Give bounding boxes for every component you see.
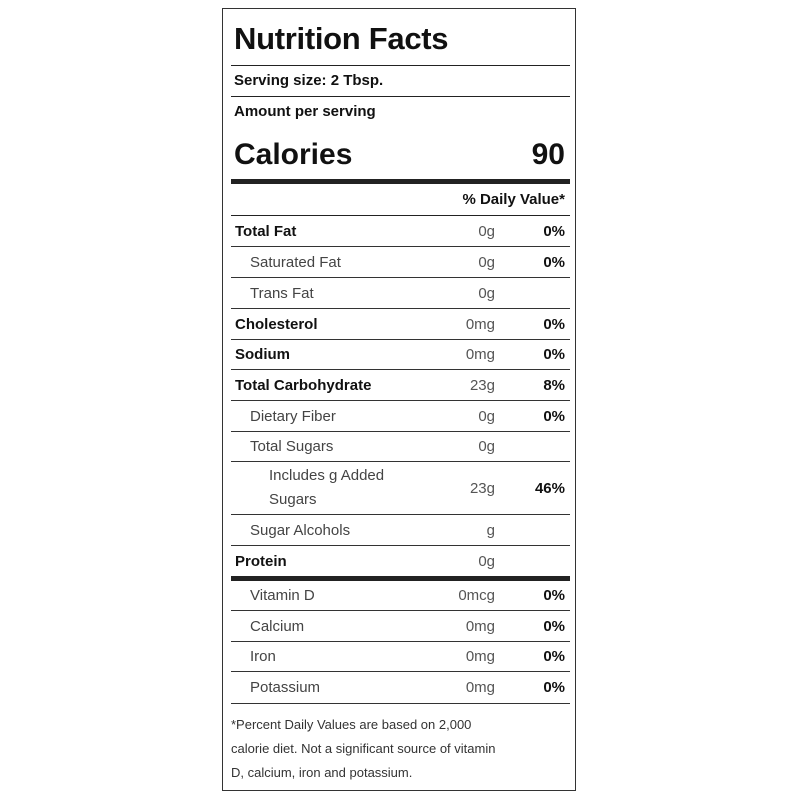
amount: 0g xyxy=(478,284,495,302)
amount: 0mg xyxy=(465,679,495,696)
amount: 0g xyxy=(478,438,495,455)
vitamin-row: Potassium 0mg 0% xyxy=(231,672,570,704)
divider xyxy=(231,215,570,216)
nutrient-row: Protein 0g xyxy=(231,546,570,581)
amount: 23g xyxy=(469,479,495,497)
amount: g xyxy=(486,521,495,539)
vitamin-name: Vitamin D xyxy=(250,587,315,604)
nutrient-name: Total Sugars xyxy=(250,438,334,455)
amount: 0mg xyxy=(465,617,495,635)
nutrient-row: Includes g Added Sugars 23g 46% xyxy=(231,462,570,515)
daily-value: 0% xyxy=(543,617,565,635)
daily-value: 0% xyxy=(543,253,565,271)
vitamin-name: Iron xyxy=(250,648,276,665)
amount: 0g xyxy=(478,552,495,570)
daily-value: 46% xyxy=(534,479,565,497)
daily-value-header: % Daily Value* xyxy=(462,191,565,208)
nutrient-name: Saturated Fat xyxy=(250,253,341,271)
nutrient-row: Sugar Alcohols g xyxy=(231,515,570,546)
vitamin-row: Calcium 0mg 0% xyxy=(231,611,570,642)
vitamin-name: Calcium xyxy=(250,617,305,635)
nutrient-name: Total Carbohydrate xyxy=(235,376,372,394)
daily-value: 0% xyxy=(543,222,565,240)
daily-value: 0% xyxy=(543,315,565,333)
nutrient-row: Total Sugars 0g xyxy=(231,432,570,462)
calories-label: Calories xyxy=(234,138,353,171)
nutrition-label: Nutrition Facts Serving size: 2 Tbsp. Am… xyxy=(222,8,576,791)
amount: 0mcg xyxy=(458,587,495,604)
vitamin-row: Vitamin D 0mcg 0% xyxy=(231,581,570,611)
nutrient-row: Sodium 0mg 0% xyxy=(231,340,570,370)
amount: 0g xyxy=(478,222,495,240)
nutrient-name: Protein xyxy=(235,552,287,570)
daily-value: 0% xyxy=(543,679,565,696)
vitamin-name: Potassium xyxy=(250,679,321,696)
daily-value: 8% xyxy=(543,376,565,394)
vitamin-row: Iron 0mg 0% xyxy=(231,642,570,672)
nutrient-name: Sodium xyxy=(235,346,290,363)
daily-value: 0% xyxy=(543,587,565,604)
amount: 0mg xyxy=(465,648,495,665)
amount: 0g xyxy=(478,253,495,271)
daily-value: 0% xyxy=(543,648,565,665)
nutrient-name: Sugar Alcohols xyxy=(250,521,351,539)
amount-per-serving: Amount per serving xyxy=(234,103,376,120)
nutrient-row: Trans Fat 0g xyxy=(231,278,570,309)
daily-value: 0% xyxy=(543,346,565,363)
serving-size: Serving size: 2 Tbsp. xyxy=(234,72,384,89)
amount: 0mg xyxy=(465,315,495,333)
amount: 23g xyxy=(469,376,495,394)
nutrient-name: Cholesterol xyxy=(235,315,318,333)
daily-value: 0% xyxy=(543,407,565,425)
amount: 0g xyxy=(478,407,495,425)
nutrient-row: Total Fat 0g 0% xyxy=(231,216,570,247)
divider xyxy=(231,96,570,97)
amount: 0mg xyxy=(465,346,495,363)
calories-value: 90 xyxy=(531,138,565,171)
nutrient-name: Total Fat xyxy=(235,222,297,240)
nutrient-name: Includes g Added Sugars xyxy=(269,467,385,508)
divider xyxy=(231,65,570,66)
nutrient-name: Dietary Fiber xyxy=(250,407,336,425)
nutrient-row: Total Carbohydrate 23g 8% xyxy=(231,370,570,401)
nutrient-row: Dietary Fiber 0g 0% xyxy=(231,401,570,432)
footnote: *Percent Daily Values are based on 2,000… xyxy=(231,717,496,780)
nutrient-row: Cholesterol 0mg 0% xyxy=(231,309,570,340)
title: Nutrition Facts xyxy=(234,21,449,56)
nutrient-name: Trans Fat xyxy=(250,284,314,302)
thick-divider xyxy=(231,179,570,184)
nutrient-row: Saturated Fat 0g 0% xyxy=(231,247,570,278)
